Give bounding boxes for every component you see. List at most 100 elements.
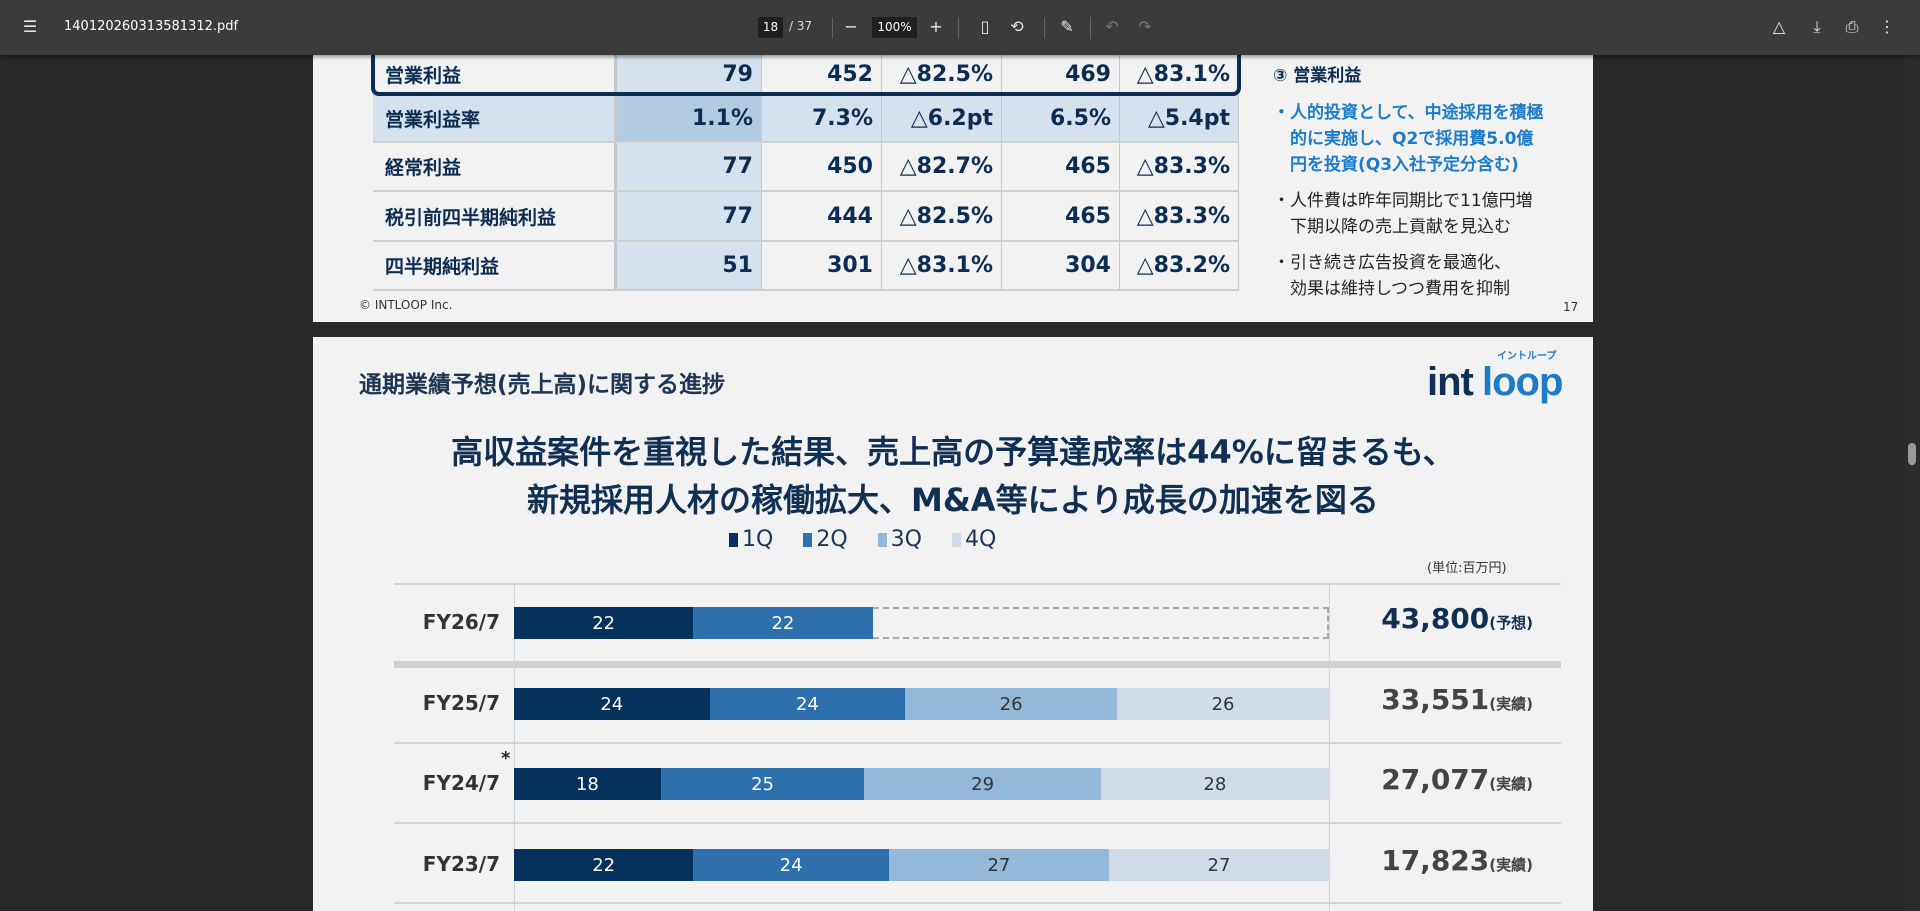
total-number: 33,551 [1381, 683, 1490, 716]
bar-segment: 22 [514, 607, 694, 639]
more-options-icon[interactable]: ⋮ [1879, 17, 1895, 36]
category-label: FY26/7 [422, 610, 500, 634]
headline-line-2: 新規採用人材の稼働拡大、M&A等により成長の加速を図る [527, 481, 1379, 519]
bullet-line: 円を投資(Q3入社予定分含む) [1273, 155, 1519, 175]
chart-legend: 1Q 2Q 3Q 4Q [729, 527, 996, 552]
row-label: 営業利益 [373, 55, 615, 94]
page-number-input[interactable]: 18 [758, 17, 783, 38]
menu-icon[interactable]: ☰ [22, 17, 38, 36]
bar-segment: 27 [888, 849, 1109, 881]
bullet-line: 的に実施し、Q2で採用費5.0億 [1273, 129, 1534, 149]
bar-segment: 26 [905, 688, 1118, 720]
legend-item: 3Q [877, 527, 922, 552]
total-number: 17,823 [1381, 844, 1490, 877]
redo-icon[interactable]: ↷ [1138, 17, 1152, 36]
table-cell: △83.1% [1120, 55, 1239, 94]
table-cell: △5.4pt [1120, 96, 1239, 141]
legend-label: 1Q [742, 527, 774, 552]
row-label: 経常利益 [373, 143, 615, 190]
bar-segment: 18 [514, 768, 661, 800]
table-cell: △83.2% [1120, 242, 1239, 289]
row-label: 四半期純利益 [373, 242, 615, 289]
legend-label: 4Q [964, 527, 997, 552]
svg-text:int: int [1427, 360, 1474, 404]
gridline [394, 583, 1561, 585]
side-heading: ③ 営業利益 [1273, 66, 1362, 86]
table-cell: △82.5% [882, 192, 1002, 240]
axis-line [1329, 583, 1330, 911]
legend-label: 2Q [816, 527, 848, 552]
table-cell: 450 [762, 143, 882, 190]
rotate-icon[interactable]: ⟲ [1010, 17, 1024, 36]
bar-segment: 27 [1108, 849, 1329, 881]
legend-swatch [877, 533, 887, 547]
total-value: 43,800(予想) [1353, 602, 1533, 635]
total-number: 43,800 [1381, 602, 1490, 635]
divider [1090, 17, 1091, 39]
page-number: 17 [1563, 300, 1579, 314]
category-label: FY25/7 [422, 691, 500, 715]
fit-page-icon[interactable]: ▯ [980, 17, 990, 36]
total-note: (実績) [1489, 856, 1533, 874]
total-value: 27,077(実績) [1353, 763, 1533, 796]
zoom-out-icon[interactable]: − [844, 17, 858, 36]
svg-text:イントループ: イントループ [1497, 349, 1557, 362]
table-cell: △83.1% [882, 242, 1002, 289]
total-value: 17,823(実績) [1353, 844, 1533, 877]
bullet-line: ・引き続き広告投資を最適化、 [1273, 253, 1511, 273]
table-cell: △82.5% [882, 55, 1002, 94]
category-label: FY24/7 [422, 771, 500, 795]
legend-label: 3Q [890, 527, 922, 552]
gridline [394, 742, 1561, 744]
bar-segment: 26 [1117, 688, 1329, 720]
drive-save-icon[interactable]: △ [1772, 17, 1786, 36]
table-cell: 465 [1002, 143, 1120, 190]
headline-line-1: 高収益案件を重視した結果、売上高の予算達成率は44%に留まるも、 [451, 433, 1455, 471]
print-icon[interactable]: ⎙ [1845, 17, 1859, 36]
table-cell: 301 [762, 242, 882, 289]
divider [958, 17, 959, 39]
legend-swatch [729, 533, 738, 547]
download-icon[interactable]: ⤓ [1813, 17, 1821, 36]
file-name: 140120260313581312.pdf [64, 19, 239, 34]
pdf-toolbar: ☰ 140120260313581312.pdf 18 / 37 − 100% … [0, 0, 1920, 55]
table-row: 税引前四半期純利益 77 444 △82.5% 465 △83.3% [373, 192, 1239, 242]
table-row: 営業利益率 1.1% 7.3% △6.2pt 6.5% △5.4pt [373, 96, 1239, 143]
divider [832, 17, 833, 39]
bar-segment: 22 [514, 849, 694, 881]
slide-title: 通期業績予想(売上高)に関する進捗 [359, 372, 726, 398]
zoom-input[interactable]: 100% [872, 17, 917, 38]
table-cell: 77 [615, 192, 762, 240]
row-label: 税引前四半期純利益 [373, 192, 615, 240]
table-cell: 7.3% [762, 96, 882, 141]
table-cell: 444 [762, 192, 882, 240]
intloop-logo: イントループ int loop [1427, 345, 1567, 405]
table-cell: △83.3% [1120, 143, 1239, 190]
total-value: 33,551(実績) [1353, 683, 1533, 716]
table-cell: 1.1% [615, 96, 762, 141]
bar-row: 18 25 29 28 [514, 768, 1329, 800]
undo-icon[interactable]: ↶ [1105, 17, 1119, 36]
table-cell: △82.7% [882, 143, 1002, 190]
bullet-line: ・人的投資として、中途採用を積極 [1273, 103, 1544, 123]
total-number: 27,077 [1381, 763, 1490, 796]
table-cell: 51 [615, 242, 762, 289]
row-label: 営業利益率 [373, 96, 615, 141]
table-cell: 77 [615, 143, 762, 190]
scrollbar[interactable] [1904, 55, 1920, 911]
bar-segment: 25 [660, 768, 865, 800]
gridline [394, 902, 1561, 904]
divider [1044, 17, 1045, 39]
bar-segment: 28 [1100, 768, 1329, 800]
axis-line [514, 583, 515, 911]
highlight-frame [371, 44, 1241, 96]
bar-segment: 22 [693, 607, 873, 639]
table-row: 経常利益 77 450 △82.7% 465 △83.3% [373, 143, 1239, 192]
scrollbar-thumb[interactable] [1908, 443, 1916, 465]
gridline [394, 822, 1561, 824]
annotate-icon[interactable]: ✎ [1060, 17, 1074, 36]
table-cell: 304 [1002, 242, 1120, 289]
bar-row: 24 24 26 26 [514, 688, 1329, 720]
table-cell: 6.5% [1002, 96, 1120, 141]
zoom-in-icon[interactable]: + [929, 17, 943, 36]
